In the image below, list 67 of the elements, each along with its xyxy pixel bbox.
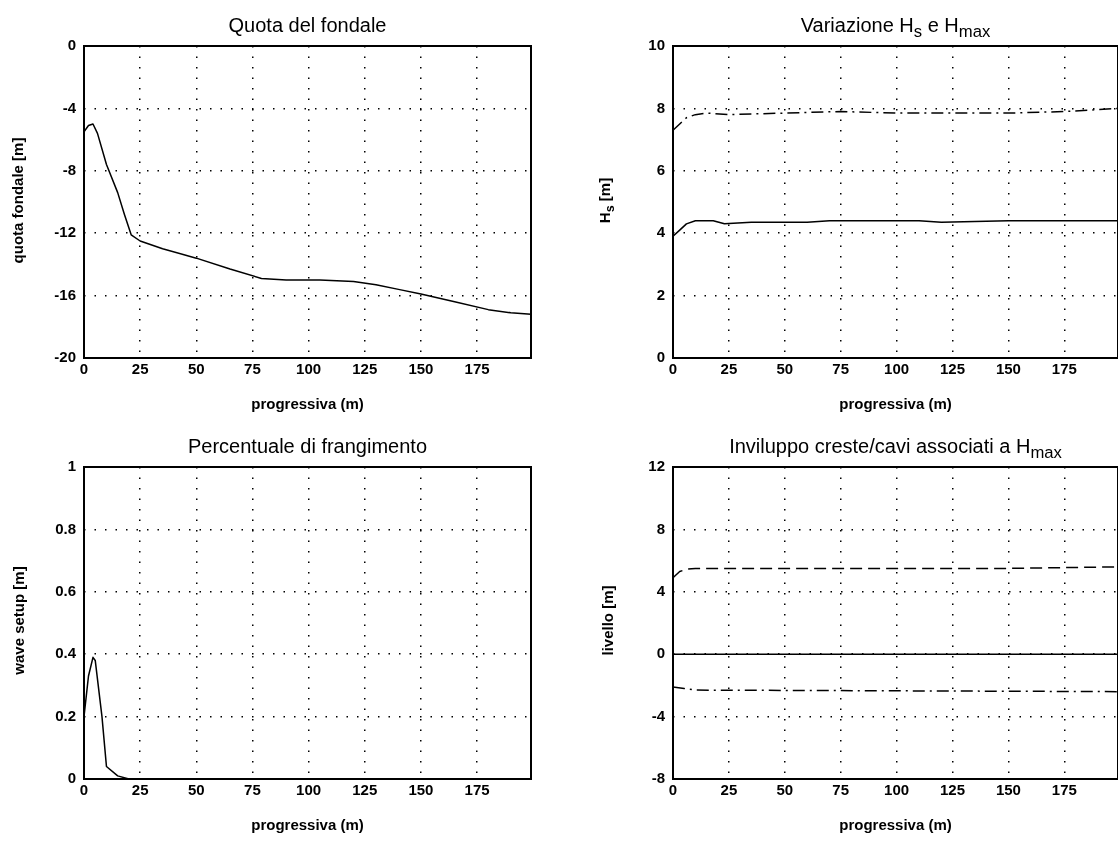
x-tick-label: 50	[187, 360, 205, 378]
x-tick-label: 50	[187, 780, 205, 798]
x-tick-label: 50	[776, 360, 794, 378]
y-tick-label: 2	[656, 285, 665, 303]
y-tick-label: 1	[67, 456, 76, 474]
x-tick-label: 175	[464, 360, 490, 378]
y-tick-label: 8	[656, 98, 665, 116]
y-tick-label: -16	[54, 285, 76, 303]
x-tick-label: 75	[832, 780, 850, 798]
x-tick-label: 75	[244, 360, 261, 378]
y-tick-label: -8	[62, 160, 76, 178]
y-tick-label: 8	[656, 519, 665, 537]
x-axis-title: progressiva (m)	[250, 395, 365, 412]
y-tick-label: 0	[656, 348, 665, 366]
chart-title: Inviluppo creste/cavi associati a H$_{max}$	[728, 434, 1063, 463]
y-tick-label: -4	[62, 98, 77, 116]
y-axis-title: quota fondale [m]	[9, 137, 27, 263]
y-tick-label: 12	[648, 456, 665, 474]
y-tick-label: 4	[656, 581, 666, 599]
x-axis-title: progressiva (m)	[838, 395, 953, 412]
x-tick-label: 0	[79, 780, 89, 798]
y-tick-label: 0	[67, 768, 76, 786]
x-tick-label: 0	[668, 360, 678, 378]
y-tick-label: -12	[54, 223, 76, 241]
x-tick-label: 100	[884, 780, 910, 798]
x-axis-title: progressiva (m)	[838, 815, 953, 833]
x-tick-label: 100	[296, 780, 322, 798]
x-tick-label: 125	[352, 360, 378, 378]
y-tick-label: -4	[651, 706, 666, 724]
chart-title: Variazione H$_{s}$ e H$_{max}$	[799, 14, 992, 42]
x-tick-label: 75	[244, 780, 261, 798]
y-tick-label: -20	[54, 348, 76, 366]
x-tick-label: 25	[131, 780, 149, 798]
chart-title: Quota del fondale	[227, 14, 388, 37]
y-tick-label: 0.4	[55, 643, 77, 661]
x-tick-label: 125	[940, 780, 966, 798]
y-axis-title: livello [m]	[598, 585, 616, 656]
y-tick-label: 4	[656, 223, 666, 241]
chart-title: Percentuale di frangimento	[186, 434, 428, 458]
x-tick-label: 175	[1051, 360, 1077, 378]
x-tick-label: 25	[131, 360, 149, 378]
y-tick-label: 0.8	[55, 519, 76, 537]
x-axis-title: progressiva (m)	[250, 815, 365, 833]
x-tick-label: 125	[352, 780, 378, 798]
y-tick-label: 0	[67, 36, 76, 54]
y-tick-label: 6	[656, 160, 665, 178]
x-tick-label: 100	[296, 360, 322, 378]
x-tick-label: 75	[832, 360, 850, 378]
x-tick-label: 150	[408, 780, 434, 798]
y-tick-label: 0.2	[55, 706, 76, 724]
y-tick-label: 0	[656, 643, 665, 661]
y-axis-title: wave setup [m]	[9, 566, 27, 675]
x-tick-label: 175	[1051, 780, 1077, 798]
x-tick-label: 50	[776, 780, 794, 798]
x-tick-label: 150	[995, 780, 1021, 798]
x-tick-label: 0	[668, 780, 678, 798]
x-tick-label: 0	[79, 360, 89, 378]
x-tick-label: 25	[720, 360, 738, 378]
y-tick-label: -8	[651, 768, 665, 786]
x-tick-label: 150	[995, 360, 1021, 378]
x-tick-label: 150	[408, 360, 434, 378]
x-tick-label: 100	[884, 360, 910, 378]
x-tick-label: 25	[720, 780, 738, 798]
y-tick-label: 10	[648, 36, 665, 54]
y-tick-label: 0.6	[55, 581, 76, 599]
x-tick-label: 125	[940, 360, 966, 378]
x-tick-label: 175	[464, 780, 490, 798]
